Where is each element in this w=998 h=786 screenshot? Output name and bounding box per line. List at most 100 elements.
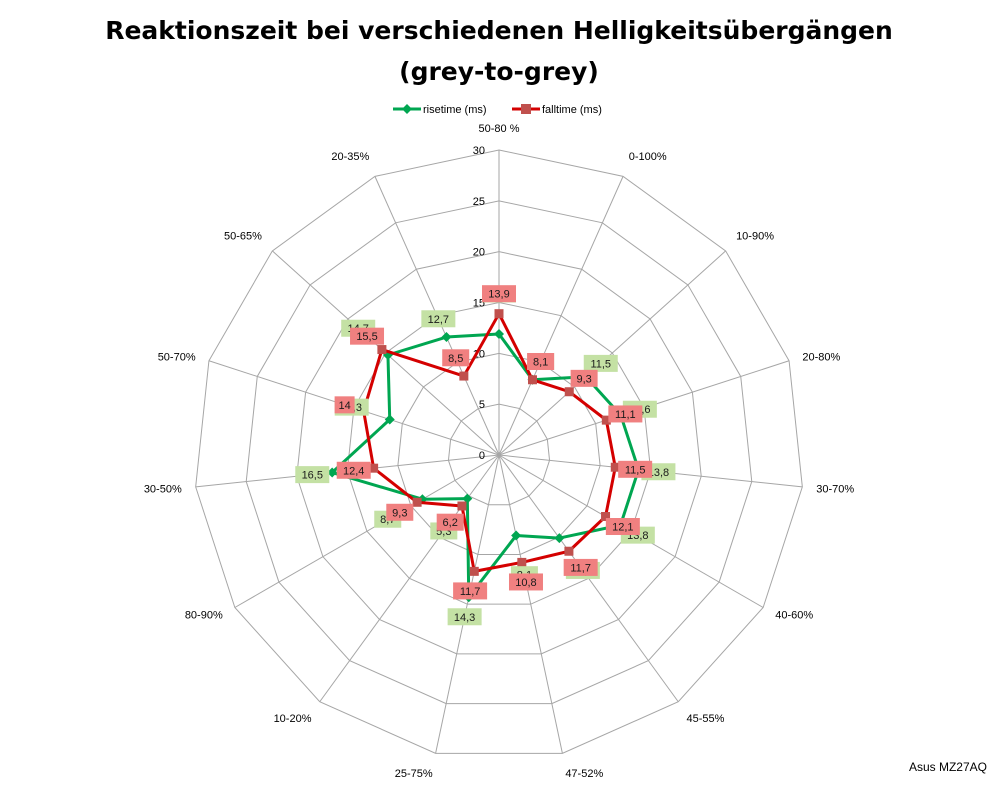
- data-label: 14,3: [447, 608, 482, 626]
- data-label: 9,3: [386, 503, 414, 521]
- category-label: 50-65%: [224, 231, 262, 243]
- data-label-box: [618, 460, 653, 478]
- series-line: [362, 312, 617, 573]
- data-label: 11,7: [453, 582, 488, 600]
- category-label: 30-50%: [144, 483, 182, 495]
- data-label-text: 12,7: [428, 314, 449, 326]
- category-label: 40-60%: [775, 610, 813, 622]
- data-label-text: 14: [338, 400, 350, 412]
- data-label-box: [334, 396, 355, 414]
- data-point: [517, 557, 527, 567]
- data-label: 11,5: [618, 460, 653, 478]
- data-label-text: 6,2: [443, 517, 458, 529]
- data-label-box: [447, 608, 482, 626]
- legend-label-risetime: risetime (ms): [423, 104, 487, 116]
- data-point: [601, 512, 611, 522]
- data-label-text: 13,9: [488, 289, 509, 301]
- data-label-box: [436, 513, 464, 531]
- data-point: [564, 387, 574, 397]
- category-label: 20-80%: [802, 351, 840, 363]
- data-label: 12,4: [336, 461, 371, 479]
- data-label-box: [605, 518, 640, 536]
- grid-ring: [195, 149, 803, 754]
- data-label: 11,7: [563, 558, 598, 576]
- data-point: [412, 497, 422, 507]
- grid-spoke: [498, 250, 726, 456]
- category-label: 50-80 %: [479, 123, 520, 135]
- data-label-box: [442, 349, 470, 367]
- data-label-box: [336, 461, 371, 479]
- data-label-text: 10,8: [515, 577, 536, 589]
- series-falltime: [359, 309, 620, 576]
- data-label: 14: [334, 396, 355, 414]
- data-point: [494, 329, 504, 340]
- data-label: 8,1: [527, 352, 555, 370]
- data-label: 15,5: [350, 327, 385, 345]
- data-label-text: 15,5: [356, 331, 377, 343]
- grid-ring: [245, 200, 753, 705]
- data-point: [469, 566, 479, 576]
- data-label-box: [508, 573, 543, 591]
- data-label: 8,5: [442, 349, 470, 367]
- category-label: 25-75%: [395, 768, 433, 780]
- category-label: 80-90%: [185, 610, 223, 622]
- data-label: 12,1: [605, 518, 640, 536]
- data-point: [369, 463, 379, 473]
- data-label-box: [563, 558, 598, 576]
- chart-subtitle: (grey-to-grey): [399, 57, 599, 86]
- data-label-text: 11,1: [615, 409, 636, 421]
- data-point: [494, 309, 504, 319]
- data-label-text: 9,3: [392, 507, 407, 519]
- data-label-box: [570, 369, 598, 387]
- data-label-box: [608, 405, 643, 423]
- data-label-text: 11,5: [625, 464, 646, 476]
- grid-spoke: [234, 454, 500, 608]
- legend-label-falltime: falltime (ms): [542, 104, 602, 116]
- grid-ring: [296, 251, 702, 655]
- data-label: 10,8: [508, 573, 543, 591]
- data-label: 9,3: [570, 369, 598, 387]
- category-label: 10-20%: [274, 713, 312, 725]
- chart-title: Reaktionszeit bei verschiedenen Helligke…: [105, 16, 893, 45]
- data-point: [459, 371, 469, 381]
- data-label-box: [386, 503, 414, 521]
- legend: risetime (ms) falltime (ms): [393, 104, 602, 116]
- data-point: [601, 415, 611, 425]
- category-label: 45-55%: [687, 713, 725, 725]
- data-label-box: [350, 327, 385, 345]
- data-label-box: [453, 582, 488, 600]
- data-label-box: [482, 285, 516, 303]
- category-label: 30-70%: [816, 483, 854, 495]
- tick-label: 25: [473, 196, 485, 208]
- data-point: [377, 345, 387, 355]
- data-label-text: 12,4: [343, 465, 364, 477]
- data-label: 12,7: [421, 310, 456, 328]
- model-annotation: Asus MZ27AQ: [909, 760, 987, 774]
- legend-item-falltime: falltime (ms): [512, 104, 602, 116]
- data-point: [511, 530, 522, 541]
- data-label-text: 14,3: [454, 612, 475, 624]
- tick-label: 5: [479, 399, 485, 411]
- data-label-text: 16,5: [302, 470, 323, 482]
- data-point: [527, 375, 537, 385]
- data-label: 11,5: [583, 354, 618, 372]
- grid-ring: [447, 403, 551, 506]
- tick-label: 30: [473, 145, 485, 157]
- data-point: [441, 332, 452, 343]
- category-label: 47-52%: [565, 768, 603, 780]
- data-label: 6,2: [436, 513, 464, 531]
- data-label: 11,1: [608, 405, 643, 423]
- grid-spoke: [498, 454, 563, 754]
- data-labels: 11,98,111,512,613,813,810,18,114,35,38,7…: [295, 285, 676, 626]
- data-point: [554, 533, 565, 544]
- tick-label: 20: [473, 247, 485, 259]
- category-label: 10-90%: [736, 231, 774, 243]
- data-point: [327, 467, 338, 478]
- series-layer: [327, 309, 644, 603]
- data-point: [610, 462, 620, 472]
- data-label-text: 8,1: [533, 356, 548, 368]
- series-line: [330, 332, 641, 599]
- radar-grid: [195, 149, 803, 754]
- tick-label: 0: [479, 450, 485, 462]
